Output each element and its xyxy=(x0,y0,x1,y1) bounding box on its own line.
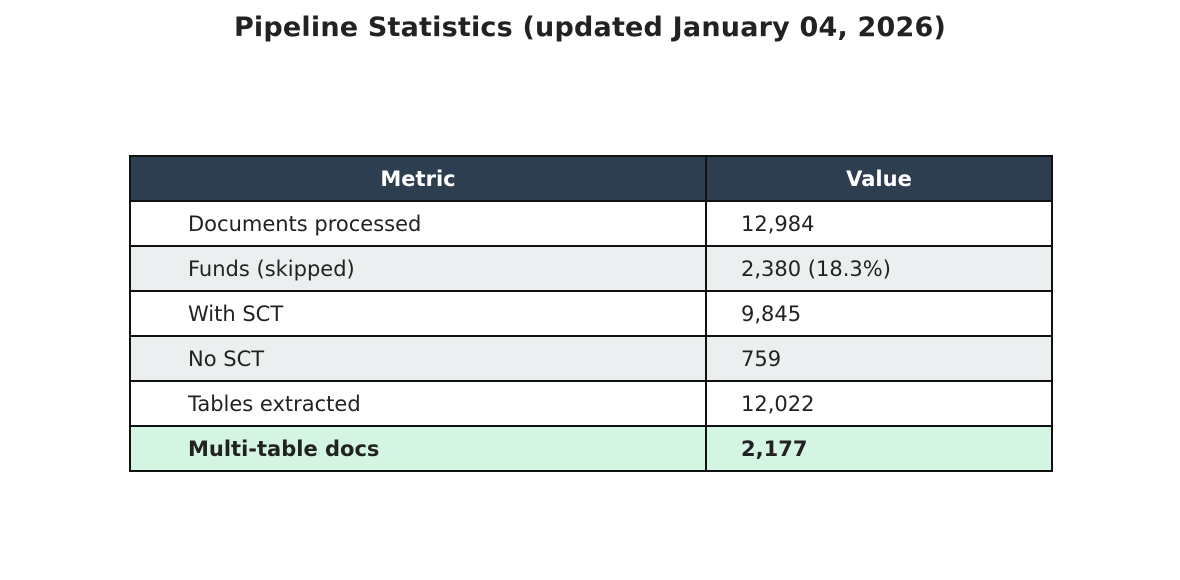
value-cell: 759 xyxy=(705,335,1053,382)
metric-cell: With SCT xyxy=(129,290,707,337)
column-header-value: Value xyxy=(705,155,1053,202)
stats-table: Metric Value Documents processed 12,984 … xyxy=(129,155,1053,472)
metric-cell: Documents processed xyxy=(129,200,707,247)
table-row: Documents processed 12,984 xyxy=(129,200,1053,247)
metric-cell: No SCT xyxy=(129,335,707,382)
table-row: Funds (skipped) 2,380 (18.3%) xyxy=(129,245,1053,292)
metric-cell: Multi-table docs xyxy=(129,425,707,472)
value-cell: 2,177 xyxy=(705,425,1053,472)
page-title: Pipeline Statistics (updated January 04,… xyxy=(233,12,947,43)
table-row: With SCT 9,845 xyxy=(129,290,1053,337)
table-row: No SCT 759 xyxy=(129,335,1053,382)
value-cell: 12,022 xyxy=(705,380,1053,427)
value-cell: 9,845 xyxy=(705,290,1053,337)
column-header-metric: Metric xyxy=(129,155,707,202)
metric-cell: Tables extracted xyxy=(129,380,707,427)
metric-cell: Funds (skipped) xyxy=(129,245,707,292)
table-row: Tables extracted 12,022 xyxy=(129,380,1053,427)
value-cell: 12,984 xyxy=(705,200,1053,247)
table-row-highlight: Multi-table docs 2,177 xyxy=(129,425,1053,472)
header-row: Metric Value xyxy=(129,155,1053,202)
value-cell: 2,380 (18.3%) xyxy=(705,245,1053,292)
